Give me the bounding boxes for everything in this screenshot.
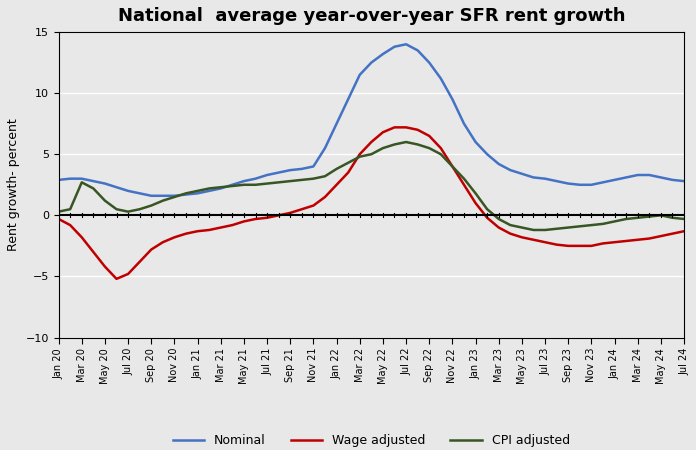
Nominal (668, 177, 677, 183)
CPI adjusted (54, 209, 63, 214)
CPI adjusted (171, 194, 179, 200)
Nominal (680, 178, 688, 184)
Nominal (124, 188, 132, 194)
Legend: Nominal, Wage adjusted, CPI adjusted: Nominal, Wage adjusted, CPI adjusted (168, 429, 575, 450)
Y-axis label: Rent growth- percent: Rent growth- percent (7, 118, 20, 251)
Wage adjusted (136, 259, 144, 265)
Title: National  average year-over-year SFR rent growth: National average year-over-year SFR rent… (118, 7, 625, 25)
Wage adjusted (112, 276, 120, 282)
Nominal (633, 172, 642, 178)
CPI adjusted (633, 215, 642, 220)
CPI adjusted (680, 216, 688, 222)
Wage adjusted (390, 125, 399, 130)
CPI adjusted (205, 186, 214, 191)
Nominal (298, 166, 306, 171)
CPI adjusted (402, 140, 410, 145)
Line: Wage adjusted: Wage adjusted (58, 127, 684, 279)
CPI adjusted (124, 209, 132, 214)
Line: Nominal: Nominal (58, 44, 684, 196)
Wage adjusted (182, 231, 190, 236)
Wage adjusted (668, 231, 677, 236)
CPI adjusted (529, 227, 537, 233)
Line: CPI adjusted: CPI adjusted (58, 142, 684, 230)
CPI adjusted (286, 178, 294, 184)
CPI adjusted (668, 215, 677, 220)
Nominal (147, 193, 155, 198)
Wage adjusted (633, 237, 642, 243)
Wage adjusted (680, 229, 688, 234)
Nominal (54, 177, 63, 183)
Wage adjusted (216, 225, 225, 230)
Nominal (216, 186, 225, 191)
Wage adjusted (54, 216, 63, 222)
Nominal (182, 192, 190, 197)
Wage adjusted (298, 207, 306, 212)
Nominal (402, 41, 410, 47)
